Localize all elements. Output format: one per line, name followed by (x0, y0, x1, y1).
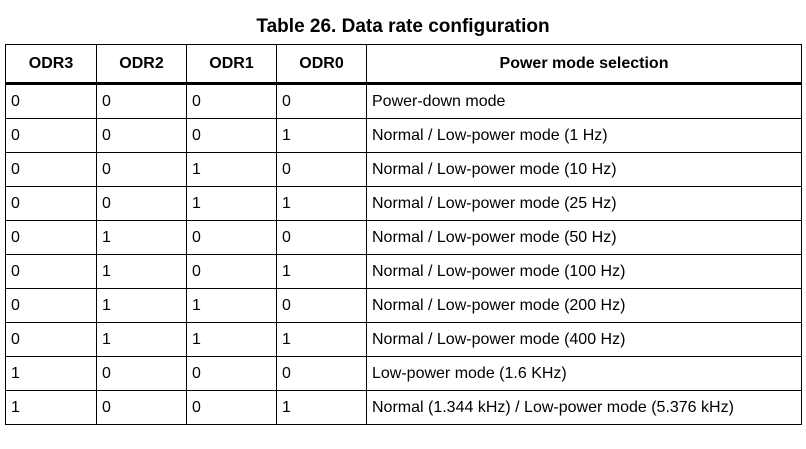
table-row: 0 1 0 0 Normal / Low-power mode (50 Hz) (5, 220, 802, 255)
table-row: 1 0 0 0 Low-power mode (1.6 KHz) (5, 356, 802, 391)
cell-power-mode: Normal / Low-power mode (10 Hz) (366, 152, 802, 187)
cell-odr2: 0 (96, 356, 187, 391)
cell-power-mode: Normal / Low-power mode (100 Hz) (366, 254, 802, 289)
cell-odr2: 1 (96, 220, 187, 255)
cell-odr3: 0 (5, 288, 97, 323)
table-row: 0 1 1 0 Normal / Low-power mode (200 Hz) (5, 288, 802, 323)
cell-power-mode: Normal (1.344 kHz) / Low-power mode (5.3… (366, 390, 802, 425)
table-row: 0 0 0 1 Normal / Low-power mode (1 Hz) (5, 118, 802, 153)
cell-odr0: 1 (276, 254, 367, 289)
cell-odr3: 0 (5, 83, 97, 119)
column-header-odr0: ODR0 (276, 44, 367, 85)
cell-power-mode: Normal / Low-power mode (50 Hz) (366, 220, 802, 255)
cell-odr1: 0 (186, 118, 277, 153)
cell-odr2: 0 (96, 390, 187, 425)
cell-odr2: 1 (96, 322, 187, 357)
cell-power-mode: Low-power mode (1.6 KHz) (366, 356, 802, 391)
cell-power-mode: Power-down mode (366, 83, 802, 119)
cell-odr1: 0 (186, 254, 277, 289)
table-row: 0 1 1 1 Normal / Low-power mode (400 Hz) (5, 322, 802, 357)
cell-odr3: 0 (5, 186, 97, 221)
table-row: 1 0 0 1 Normal (1.344 kHz) / Low-power m… (5, 390, 802, 425)
table-row: 0 0 1 1 Normal / Low-power mode (25 Hz) (5, 186, 802, 221)
column-header-odr1: ODR1 (186, 44, 277, 85)
cell-odr0: 0 (276, 83, 367, 119)
cell-odr2: 0 (96, 186, 187, 221)
data-rate-table: ODR3 ODR2 ODR1 ODR0 Power mode selection… (5, 44, 802, 425)
cell-odr3: 0 (5, 322, 97, 357)
cell-odr1: 1 (186, 288, 277, 323)
cell-odr2: 1 (96, 288, 187, 323)
table-row: 0 1 0 1 Normal / Low-power mode (100 Hz) (5, 254, 802, 289)
column-header-odr2: ODR2 (96, 44, 187, 85)
cell-odr1: 1 (186, 186, 277, 221)
cell-odr2: 0 (96, 83, 187, 119)
table-row: 0 0 0 0 Power-down mode (5, 83, 802, 119)
column-header-odr3: ODR3 (5, 44, 97, 85)
cell-odr1: 1 (186, 152, 277, 187)
cell-odr0: 0 (276, 288, 367, 323)
cell-odr1: 0 (186, 390, 277, 425)
cell-power-mode: Normal / Low-power mode (200 Hz) (366, 288, 802, 323)
cell-power-mode: Normal / Low-power mode (400 Hz) (366, 322, 802, 357)
cell-odr3: 0 (5, 254, 97, 289)
table-caption: Table 26. Data rate configuration (256, 16, 550, 37)
cell-odr2: 1 (96, 254, 187, 289)
cell-odr0: 1 (276, 322, 367, 357)
cell-odr0: 1 (276, 118, 367, 153)
cell-power-mode: Normal / Low-power mode (1 Hz) (366, 118, 802, 153)
table-row: 0 0 1 0 Normal / Low-power mode (10 Hz) (5, 152, 802, 187)
cell-odr3: 1 (5, 390, 97, 425)
cell-odr1: 1 (186, 322, 277, 357)
header-row: ODR3 ODR2 ODR1 ODR0 Power mode selection (5, 44, 802, 85)
cell-power-mode: Normal / Low-power mode (25 Hz) (366, 186, 802, 221)
cell-odr2: 0 (96, 118, 187, 153)
cell-odr0: 1 (276, 390, 367, 425)
cell-odr3: 0 (5, 118, 97, 153)
cell-odr3: 0 (5, 220, 97, 255)
cell-odr3: 0 (5, 152, 97, 187)
cell-odr0: 0 (276, 220, 367, 255)
cell-odr1: 0 (186, 83, 277, 119)
cell-odr0: 1 (276, 186, 367, 221)
column-header-power-mode: Power mode selection (366, 44, 802, 85)
cell-odr1: 0 (186, 220, 277, 255)
cell-odr0: 0 (276, 356, 367, 391)
cell-odr0: 0 (276, 152, 367, 187)
cell-odr3: 1 (5, 356, 97, 391)
cell-odr2: 0 (96, 152, 187, 187)
cell-odr1: 0 (186, 356, 277, 391)
